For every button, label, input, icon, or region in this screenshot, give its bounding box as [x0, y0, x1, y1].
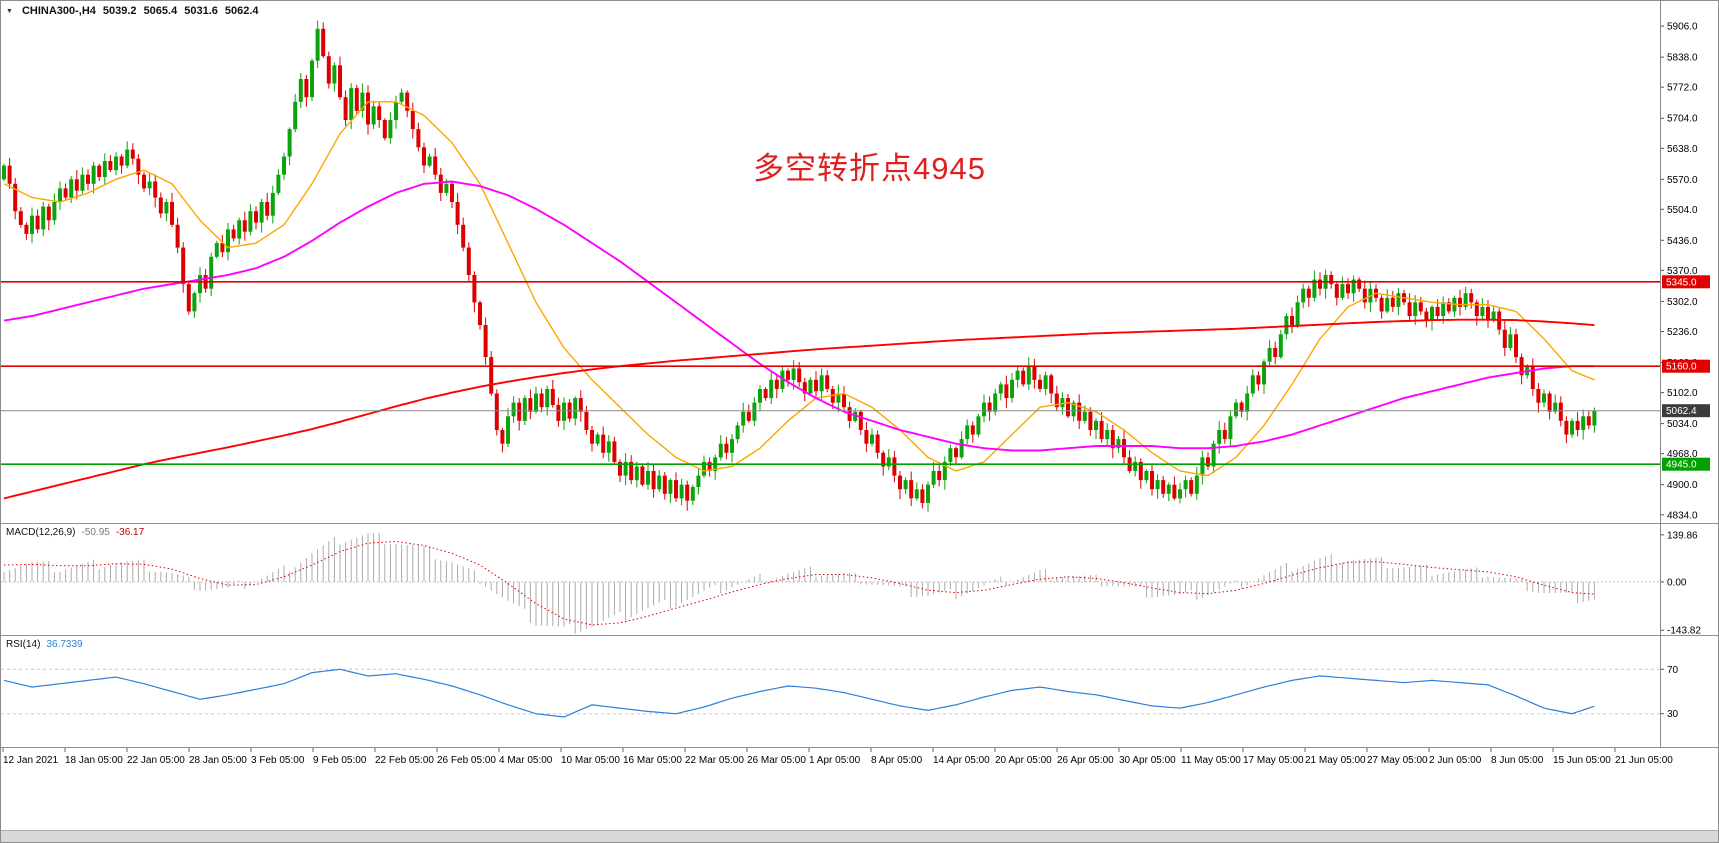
price-tick-label: 4834.0 — [1667, 510, 1698, 521]
chart-annotation-text: 多空转折点4945 — [753, 151, 986, 186]
price-tick-label: 5772.0 — [1667, 83, 1698, 94]
time-tick-label: 2 Jun 05:00 — [1429, 755, 1482, 766]
symbol-timeframe-label: CHINA300-,H4 — [21, 5, 96, 17]
ohlc-low-value: 5031.6 — [184, 5, 218, 17]
macd-panel[interactable] — [1, 532, 1661, 634]
time-tick-label: 18 Jan 05:00 — [65, 755, 123, 766]
macd-tick-label: 139.86 — [1667, 530, 1698, 541]
time-tick-label: 16 Mar 05:00 — [623, 755, 682, 766]
price-tick-label: 5570.0 — [1667, 175, 1698, 186]
time-tick-label: 17 May 05:00 — [1243, 755, 1304, 766]
time-tick-label: 3 Feb 05:00 — [251, 755, 305, 766]
time-tick-label: 4 Mar 05:00 — [499, 755, 553, 766]
time-tick-label: 9 Feb 05:00 — [313, 755, 367, 766]
price-badge: 5160.0 — [1662, 359, 1710, 373]
candlestick-series — [2, 20, 1597, 512]
time-tick-label: 28 Jan 05:00 — [189, 755, 247, 766]
time-tick-label: 21 Jun 05:00 — [1615, 755, 1673, 766]
horizontal-scrollbar[interactable] — [1, 830, 1718, 842]
time-tick-label: 26 Feb 05:00 — [437, 755, 496, 766]
ohlc-close-value: 5062.4 — [224, 5, 259, 17]
time-tick-label: 14 Apr 05:00 — [933, 755, 990, 766]
price-tick-label: 4900.0 — [1667, 480, 1698, 491]
rsi-line — [3, 668, 1595, 718]
price-tick-label: 5370.0 — [1667, 266, 1698, 277]
ma-fast — [3, 101, 1595, 477]
svg-text:4945.0: 4945.0 — [1666, 460, 1697, 471]
time-tick-label: 8 Apr 05:00 — [871, 755, 923, 766]
macd-main-value: -50.95 — [81, 527, 110, 538]
time-tick-label: 22 Feb 05:00 — [375, 755, 434, 766]
rsi-label: RSI(14) — [6, 639, 41, 650]
rsi-indicator-header: RSI(14) 36.7339 — [6, 639, 83, 650]
price-tick-label: 5638.0 — [1667, 144, 1698, 155]
time-tick-label: 20 Apr 05:00 — [995, 755, 1052, 766]
time-tick-label: 22 Mar 05:00 — [685, 755, 744, 766]
time-tick-label: 21 May 05:00 — [1305, 755, 1366, 766]
symbol-header: ▼ CHINA300-,H4 5039.2 5065.4 5031.6 5062… — [6, 5, 259, 17]
time-tick-label: 26 Mar 05:00 — [747, 755, 806, 766]
price-tick-label: 5704.0 — [1667, 114, 1698, 125]
rsi-panel[interactable] — [1, 668, 1661, 718]
svg-text:5160.0: 5160.0 — [1666, 362, 1697, 373]
time-tick-label: 27 May 05:00 — [1367, 755, 1428, 766]
price-badge: 5345.0 — [1662, 275, 1710, 289]
price-panel[interactable] — [1, 20, 1661, 512]
rsi-tick-label: 30 — [1667, 709, 1679, 720]
macd-label: MACD(12,26,9) — [6, 527, 76, 538]
price-tick-label: 5504.0 — [1667, 205, 1698, 216]
time-tick-label: 1 Apr 05:00 — [809, 755, 861, 766]
price-tick-label: 5906.0 — [1667, 22, 1698, 33]
macd-signal-line — [3, 540, 1595, 626]
ohlc-open-value: 5039.2 — [102, 5, 137, 17]
macd-tick-label: 0.00 — [1667, 577, 1687, 588]
time-tick-label: 26 Apr 05:00 — [1057, 755, 1114, 766]
time-tick-label: 30 Apr 05:00 — [1119, 755, 1176, 766]
time-tick-label: 12 Jan 2021 — [3, 755, 58, 766]
macd-indicator-header: MACD(12,26,9) -50.95 -36.17 — [6, 527, 144, 538]
macd-signal-value: -36.17 — [115, 527, 145, 538]
symbol-dropdown-icon[interactable]: ▼ — [6, 7, 13, 15]
price-axis[interactable]: 5906.0 5838.0 5772.0 5704.0 5638.0 5570.0 5504… — [1661, 22, 1710, 721]
ma-slow — [3, 318, 1595, 500]
time-tick-label: 15 Jun 05:00 — [1553, 755, 1611, 766]
time-tick-label: 22 Jan 05:00 — [127, 755, 185, 766]
price-tick-label: 5034.0 — [1667, 419, 1698, 430]
panel-separators — [1, 1, 1718, 748]
price-badge: 4945.0 — [1662, 457, 1710, 471]
macd-tick-label: -143.82 — [1667, 626, 1701, 637]
price-tick-label: 4968.0 — [1667, 449, 1698, 460]
time-tick-label: 10 Mar 05:00 — [561, 755, 620, 766]
rsi-value: 36.7339 — [46, 639, 83, 650]
price-tick-label: 5302.0 — [1667, 297, 1698, 308]
price-tick-label: 5436.0 — [1667, 236, 1698, 247]
price-badge: 5062.4 — [1662, 404, 1710, 418]
ohlc-high-value: 5065.4 — [143, 5, 178, 17]
time-tick-label: 8 Jun 05:00 — [1491, 755, 1544, 766]
svg-text:5345.0: 5345.0 — [1666, 277, 1697, 288]
time-tick-label: 11 May 05:00 — [1181, 755, 1241, 766]
price-tick-label: 5102.0 — [1667, 388, 1698, 399]
price-tick-label: 5838.0 — [1667, 53, 1698, 64]
rsi-tick-label: 70 — [1667, 665, 1679, 676]
price-tick-label: 5236.0 — [1667, 327, 1698, 338]
macd-histogram — [3, 532, 1595, 634]
ma-mid — [3, 180, 1595, 452]
svg-text:5062.4: 5062.4 — [1666, 406, 1697, 417]
time-axis[interactable]: 12 Jan 2021 18 Jan 05:00 22 Jan 05:00 28 Ja… — [2, 748, 1673, 766]
